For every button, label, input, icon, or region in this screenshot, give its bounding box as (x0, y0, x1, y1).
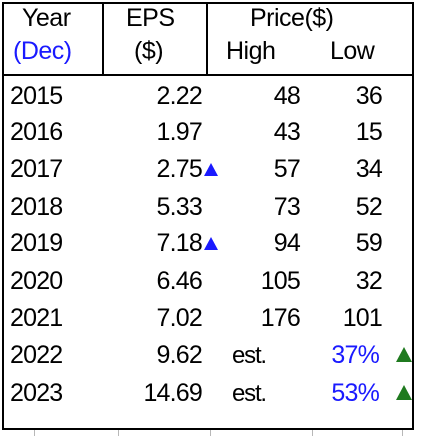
eps-cell: 9.62 (156, 341, 203, 369)
eps-cell: 5.33 (156, 193, 203, 221)
eps-price-table (2, 2, 414, 430)
year-cell: 2022 (10, 341, 63, 369)
high-cell: 105 (260, 267, 301, 295)
grid-tick (118, 430, 119, 436)
eps-cell: 2.75 (156, 155, 203, 183)
high-cell: 73 (273, 193, 301, 221)
year-cell: 2016 (10, 118, 63, 146)
year-cell: 2018 (10, 193, 63, 221)
year-cell: 2020 (10, 267, 63, 295)
high-cell: 57 (273, 155, 301, 183)
grid-tick (312, 430, 313, 436)
header-eps-sub: ($) (134, 37, 164, 65)
year-cell: 2019 (10, 229, 63, 257)
triangle-up-icon (396, 385, 412, 400)
grid-tick (34, 430, 35, 436)
high-cell: 48 (273, 82, 301, 110)
eps-cell: 6.46 (156, 267, 203, 295)
low-cell: 34 (355, 155, 383, 183)
low-cell: 15 (355, 118, 383, 146)
year-cell: 2021 (10, 304, 63, 332)
triangle-up-icon (204, 163, 218, 176)
header-year-sub: (Dec) (13, 37, 72, 65)
low-cell: 101 (342, 304, 383, 332)
header-eps: EPS (126, 4, 175, 32)
eps-cell: 2.22 (156, 82, 203, 110)
pct-cell: 37% (331, 341, 379, 369)
triangle-up-icon (204, 237, 218, 250)
eps-cell: 14.69 (143, 379, 202, 407)
eps-cell: 7.18 (156, 229, 203, 257)
eps-cell: 7.02 (156, 304, 203, 332)
high-cell: 176 (260, 304, 301, 332)
low-cell: 32 (355, 267, 383, 295)
year-cell: 2023 (10, 379, 63, 407)
low-cell: 36 (355, 82, 383, 110)
low-cell: 59 (355, 229, 383, 257)
grid-tick (210, 430, 211, 436)
header-year: Year (22, 4, 71, 32)
header-low: Low (330, 37, 375, 65)
estimate-label: est. (232, 380, 267, 407)
year-cell: 2017 (10, 155, 63, 183)
low-cell: 52 (355, 193, 383, 221)
eps-cell: 1.97 (156, 118, 203, 146)
high-cell: 43 (273, 118, 301, 146)
grid-tick (402, 430, 403, 436)
triangle-up-icon (396, 347, 412, 362)
estimate-label: est. (232, 342, 267, 369)
header-high: High (226, 37, 276, 65)
header-price: Price($) (250, 4, 334, 32)
high-cell: 94 (273, 229, 301, 257)
year-cell: 2015 (10, 82, 63, 110)
divider-year-eps (102, 2, 104, 74)
pct-cell: 53% (331, 379, 379, 407)
divider-eps-price (206, 2, 208, 74)
header-divider (2, 74, 414, 76)
